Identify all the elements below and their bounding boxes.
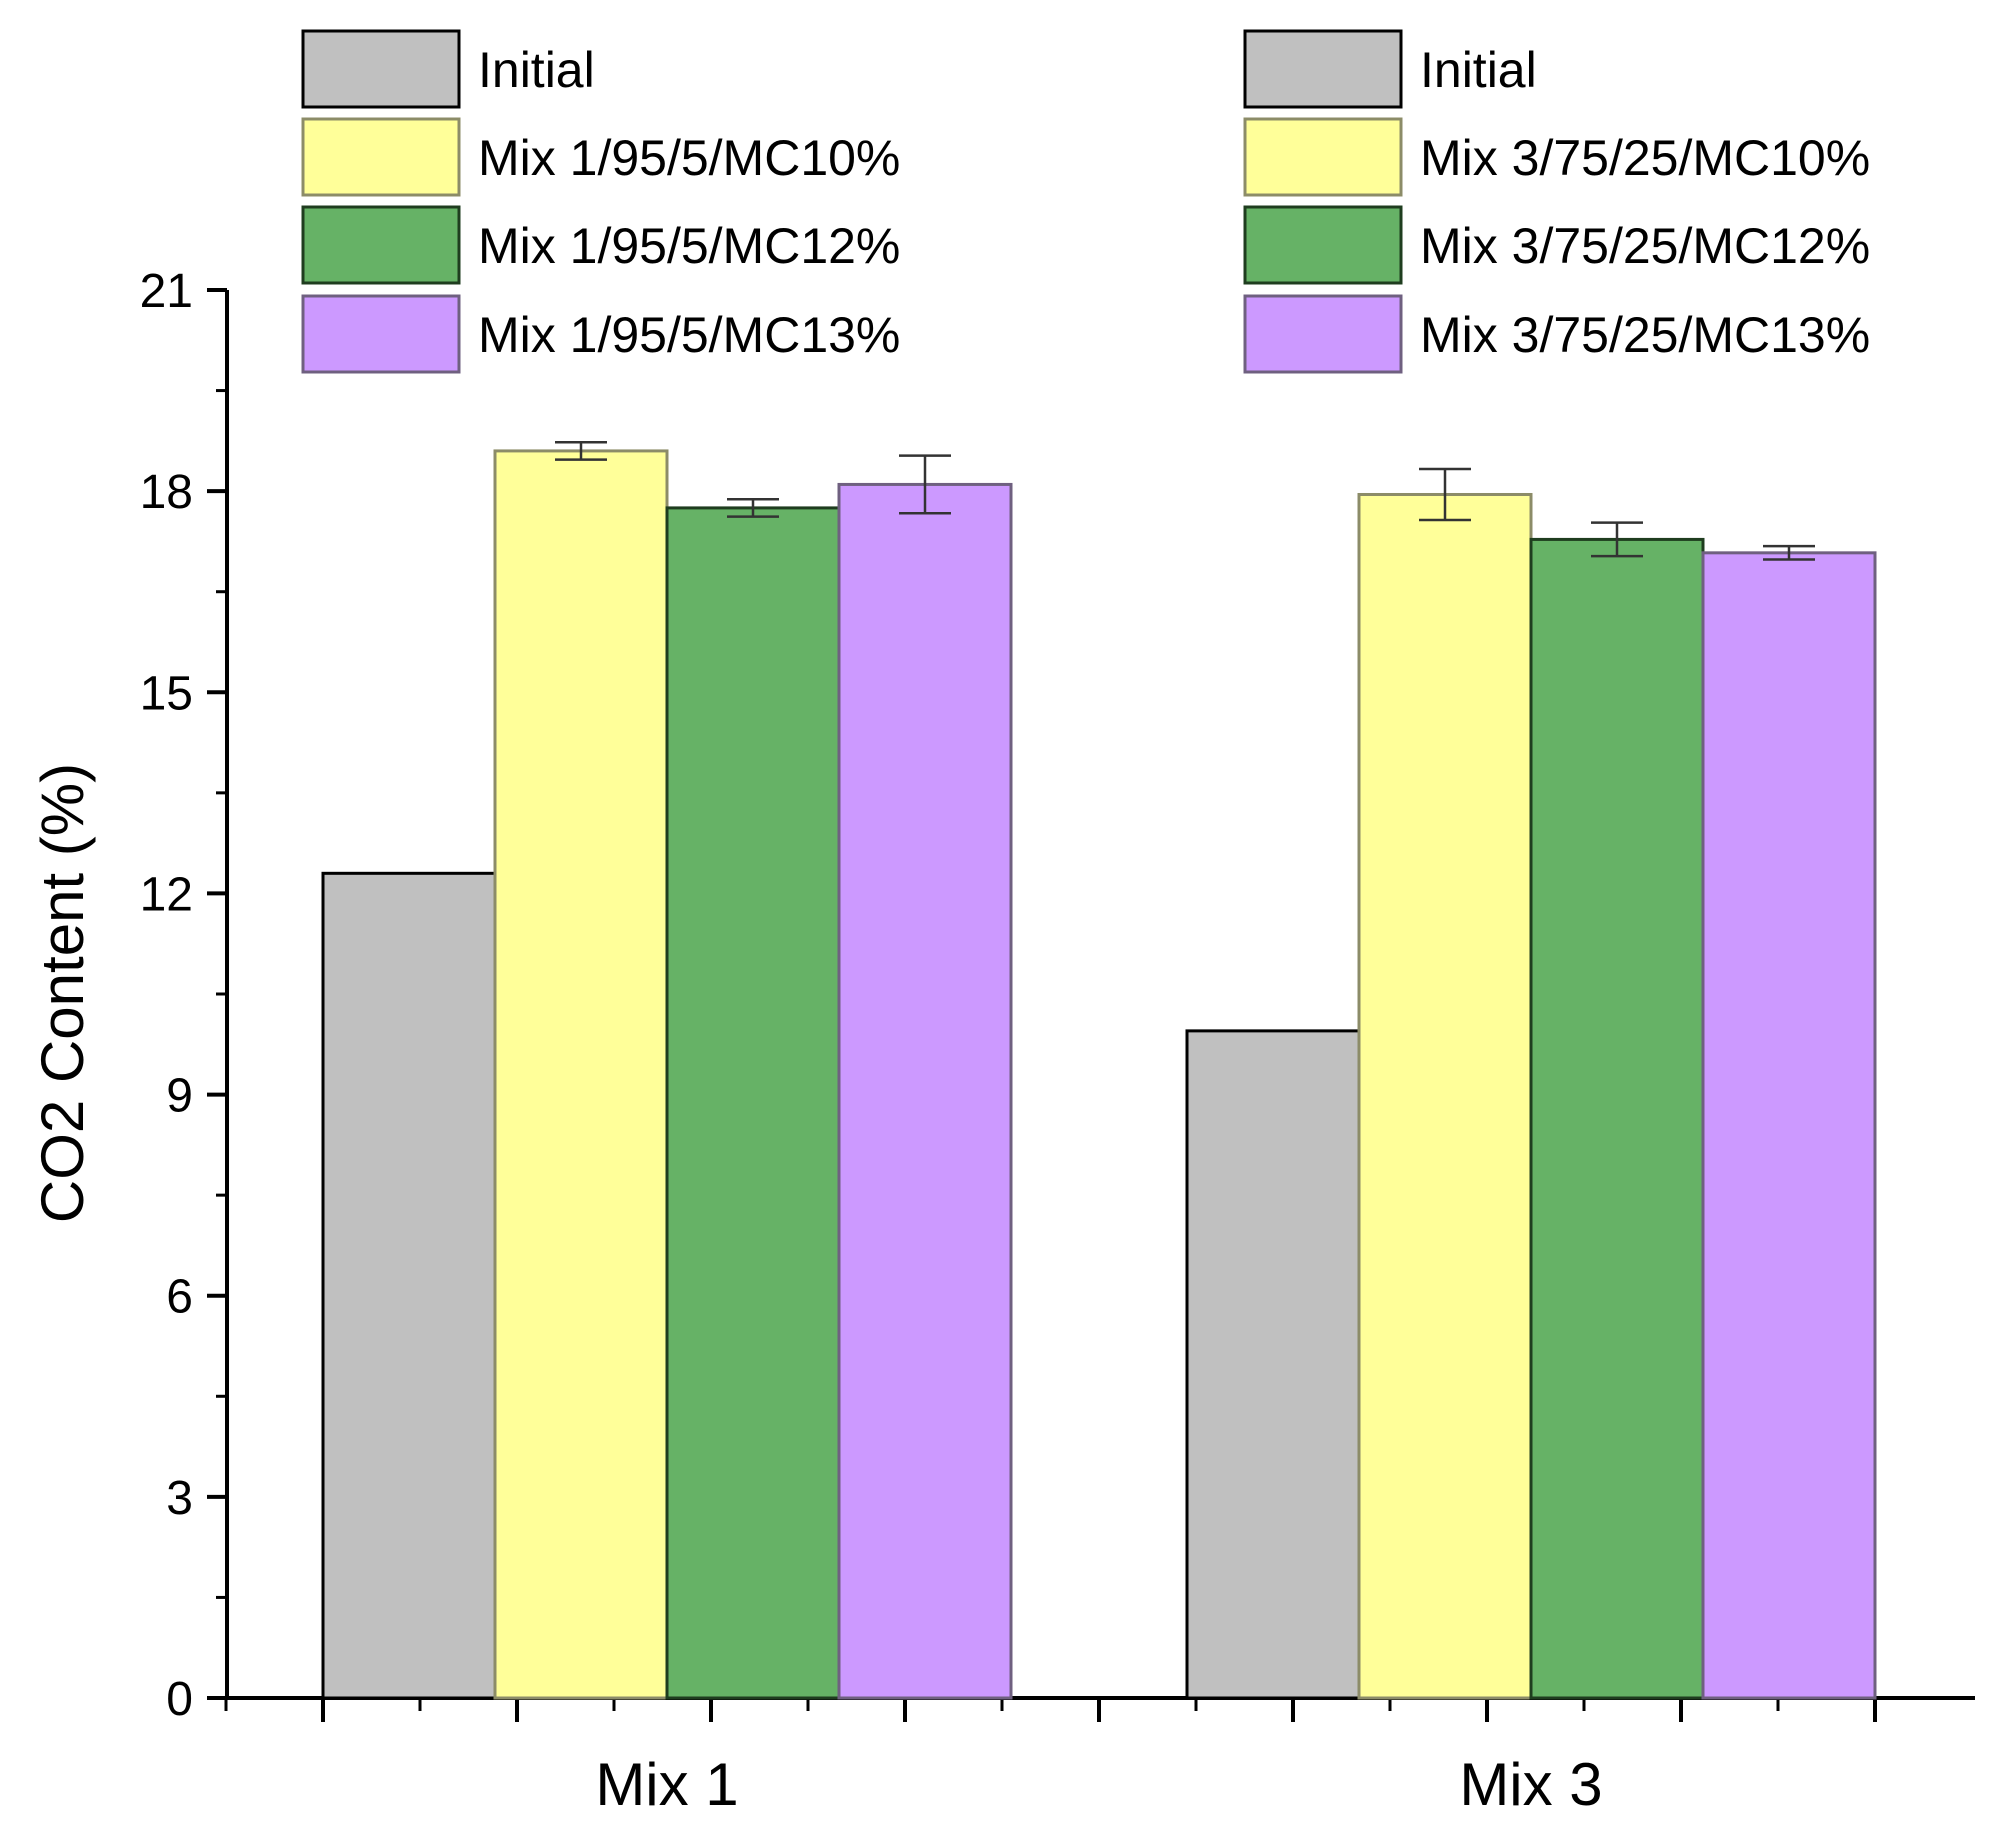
legend-item-initial-mix-3: Initial [1243, 29, 1537, 109]
legend-label: Mix 3/75/25/MC12% [1420, 218, 1870, 274]
legend-label: Mix 1/95/5/MC10% [478, 130, 900, 186]
legend-item-mc13-mix-3: Mix 3/75/25/MC13% [1243, 294, 1870, 374]
bar-mc12-mix-1 [665, 506, 841, 1700]
y-axis-title: CO2 Content (%) [29, 763, 96, 1223]
error-bar-mc13-mix-3 [1763, 544, 1815, 561]
legend-label: Mix 1/95/5/MC12% [478, 218, 900, 274]
bar-mc13-mix-1 [837, 482, 1013, 1700]
y-tick-label: 21 [140, 265, 193, 318]
bar-mc13-mix-3 [1701, 551, 1877, 1700]
error-bar-mc13-mix-1 [899, 454, 951, 515]
bar-mc10-mix-1 [493, 449, 669, 1700]
error-bar-mc12-mix-1 [727, 497, 779, 518]
legend-swatch [1243, 205, 1403, 285]
y-tick-label: 6 [166, 1271, 193, 1324]
y-tick-label: 12 [140, 868, 193, 921]
legend-item-mc12-mix-1: Mix 1/95/5/MC12% [301, 205, 900, 285]
y-tick-label: 3 [166, 1472, 193, 1525]
legend-item-mc10-mix-3: Mix 3/75/25/MC10% [1243, 117, 1870, 197]
bar-layer [321, 440, 1877, 1700]
legend-item-mc10-mix-1: Mix 1/95/5/MC10% [301, 117, 900, 197]
legend-swatch [301, 294, 461, 374]
legend-swatch [1243, 294, 1403, 374]
legend-label: Mix 3/75/25/MC13% [1420, 307, 1870, 363]
legend-label: Mix 3/75/25/MC10% [1420, 130, 1870, 186]
legend-item-mc13-mix-1: Mix 1/95/5/MC13% [301, 294, 900, 374]
legend-layer: Initial Initial Mix 1/95/5/MC10% Mix 3/75/2… [301, 29, 1870, 374]
legend-label: Initial [1420, 42, 1537, 98]
x-category-label-mix-1: Mix 1 [595, 1751, 738, 1818]
error-bar-mc10-mix-1 [555, 440, 607, 461]
error-bar-mc12-mix-3 [1591, 521, 1643, 558]
error-bar-mc10-mix-3 [1419, 467, 1471, 522]
bar-mc10-mix-3 [1357, 492, 1533, 1700]
legend-swatch [301, 117, 461, 197]
legend-swatch [1243, 117, 1403, 197]
legend-label: Initial [478, 42, 595, 98]
legend-item-initial-mix-1: Initial [301, 29, 595, 109]
bar-initial-mix-1 [321, 871, 497, 1700]
legend-item-mc12-mix-3: Mix 3/75/25/MC12% [1243, 205, 1870, 285]
legend-label: Mix 1/95/5/MC13% [478, 307, 900, 363]
legend-swatch [301, 29, 461, 109]
y-tick-label: 18 [140, 466, 193, 519]
legend-swatch [1243, 29, 1403, 109]
y-tick-label: 15 [140, 667, 193, 720]
y-tick-label: 9 [166, 1070, 193, 1123]
y-tick-label: 0 [166, 1673, 193, 1726]
bar-mc12-mix-3 [1529, 537, 1705, 1700]
bar-initial-mix-3 [1185, 1029, 1361, 1700]
legend-swatch [301, 205, 461, 285]
x-category-label-mix-3: Mix 3 [1459, 1751, 1602, 1818]
